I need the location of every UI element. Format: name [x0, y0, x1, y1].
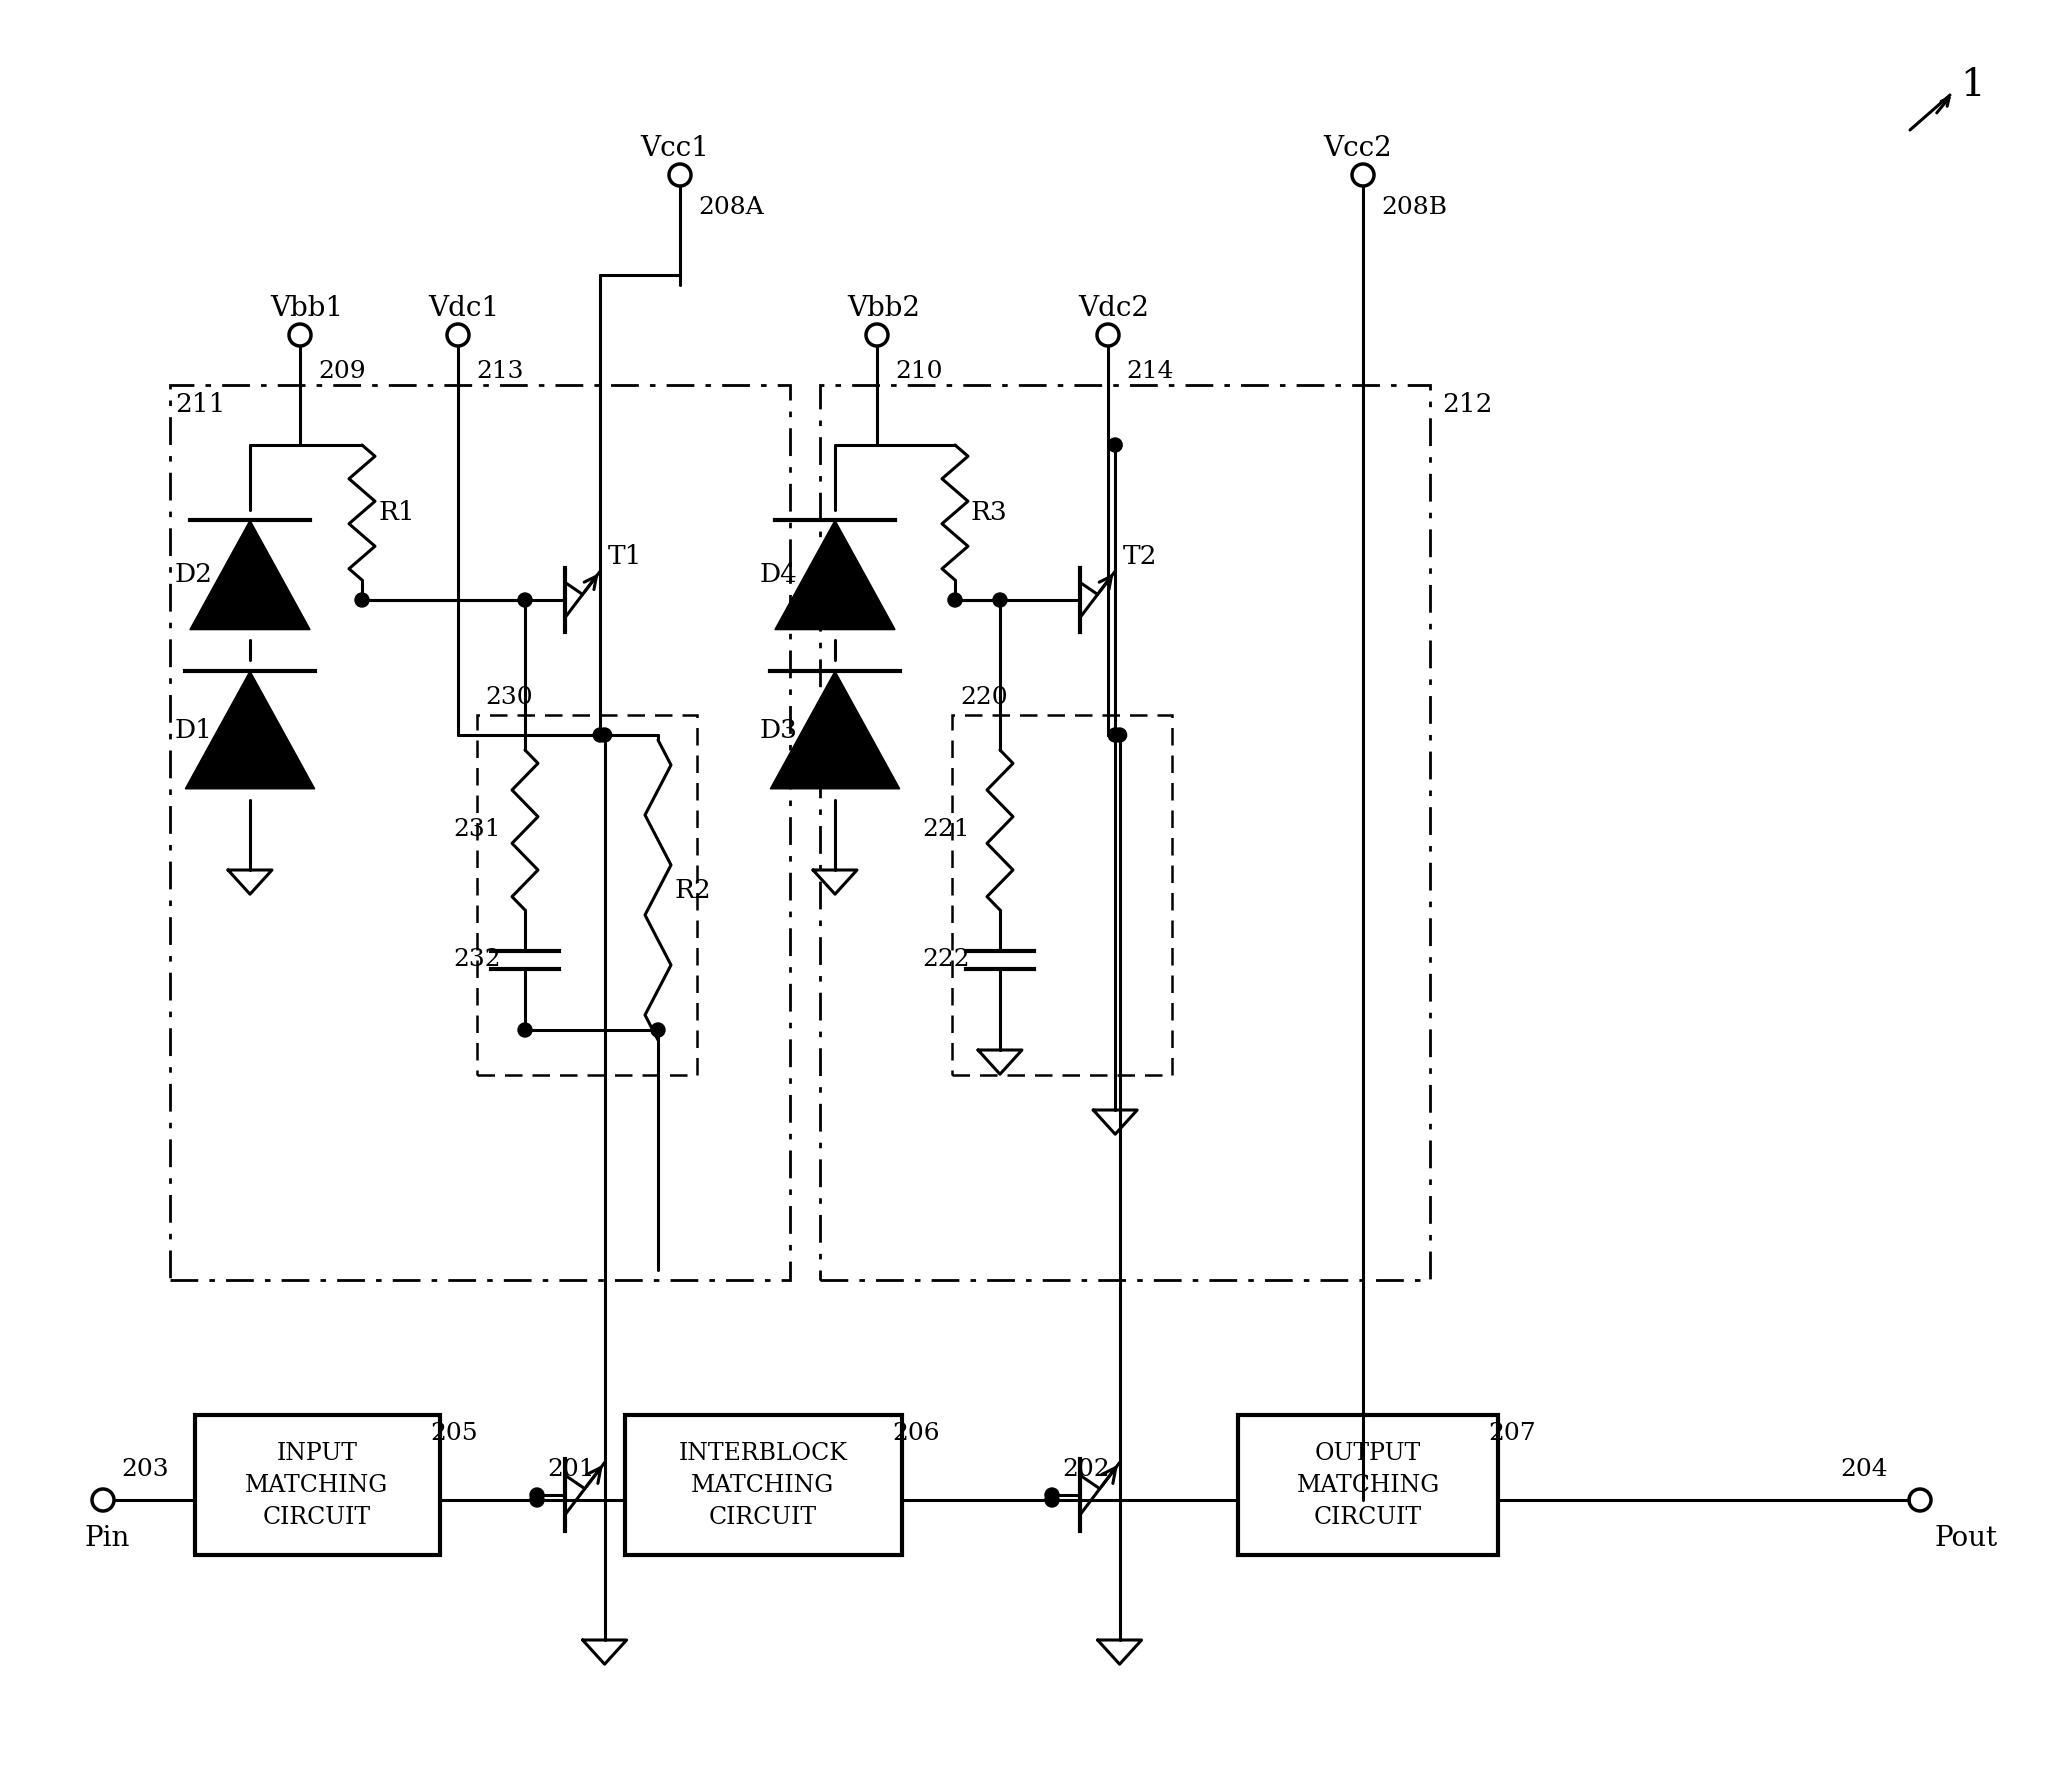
Text: Vcc1: Vcc1: [639, 134, 709, 161]
Bar: [625, 1415, 901, 1555]
Text: 232: 232: [454, 948, 501, 971]
Text: 209: 209: [318, 361, 365, 383]
Text: 231: 231: [454, 819, 501, 841]
Text: T2: T2: [1124, 544, 1157, 569]
Text: 207: 207: [1489, 1422, 1536, 1444]
Text: 206: 206: [893, 1422, 940, 1444]
Text: D4: D4: [761, 562, 798, 587]
Circle shape: [949, 592, 963, 606]
Polygon shape: [186, 671, 315, 789]
Text: 211: 211: [175, 392, 225, 417]
Bar: [196, 1415, 439, 1555]
Text: 203: 203: [122, 1458, 169, 1481]
Text: 202: 202: [1062, 1458, 1109, 1481]
Text: INTERBLOCK
MATCHING
CIRCUIT: INTERBLOCK MATCHING CIRCUIT: [678, 1442, 847, 1528]
Text: OUTPUT
MATCHING
CIRCUIT: OUTPUT MATCHING CIRCUIT: [1297, 1442, 1439, 1528]
Text: 220: 220: [961, 685, 1008, 708]
Text: 212: 212: [1441, 392, 1493, 417]
Text: 213: 213: [476, 361, 524, 383]
Circle shape: [652, 1023, 666, 1038]
Text: 208A: 208A: [699, 197, 763, 220]
Circle shape: [594, 728, 606, 742]
Text: 214: 214: [1126, 361, 1173, 383]
Text: Vbb1: Vbb1: [270, 295, 342, 322]
Circle shape: [530, 1494, 544, 1506]
Circle shape: [1045, 1494, 1060, 1506]
Circle shape: [1045, 1488, 1060, 1503]
Text: D3: D3: [761, 717, 798, 742]
Circle shape: [1113, 728, 1126, 742]
Text: 1: 1: [1961, 66, 1984, 104]
Circle shape: [1107, 438, 1122, 453]
Text: 208B: 208B: [1382, 197, 1448, 220]
Text: Pout: Pout: [1934, 1524, 1998, 1551]
Text: D2: D2: [175, 562, 212, 587]
Circle shape: [1107, 728, 1122, 742]
Polygon shape: [775, 521, 895, 630]
Circle shape: [598, 728, 612, 742]
Circle shape: [518, 1023, 532, 1038]
Text: Vbb2: Vbb2: [847, 295, 920, 322]
Text: R2: R2: [674, 877, 711, 902]
Polygon shape: [190, 521, 309, 630]
Text: 222: 222: [922, 948, 969, 971]
Text: 201: 201: [546, 1458, 594, 1481]
Text: R3: R3: [971, 499, 1008, 524]
Polygon shape: [771, 671, 899, 789]
Text: INPUT
MATCHING
CIRCUIT: INPUT MATCHING CIRCUIT: [245, 1442, 388, 1528]
Text: 210: 210: [895, 361, 942, 383]
Text: 205: 205: [431, 1422, 478, 1444]
Text: Vcc2: Vcc2: [1324, 134, 1392, 161]
Text: T1: T1: [608, 544, 643, 569]
Circle shape: [994, 592, 1006, 606]
Bar: [1237, 1415, 1497, 1555]
Text: Pin: Pin: [85, 1524, 130, 1551]
Text: 230: 230: [485, 685, 532, 708]
Text: Vdc2: Vdc2: [1078, 295, 1149, 322]
Text: Vdc1: Vdc1: [429, 295, 499, 322]
Circle shape: [530, 1488, 544, 1503]
Text: D1: D1: [175, 717, 212, 742]
Text: 204: 204: [1839, 1458, 1887, 1481]
Circle shape: [355, 592, 369, 606]
Text: R1: R1: [377, 499, 414, 524]
Circle shape: [518, 592, 532, 606]
Text: 221: 221: [922, 819, 969, 841]
